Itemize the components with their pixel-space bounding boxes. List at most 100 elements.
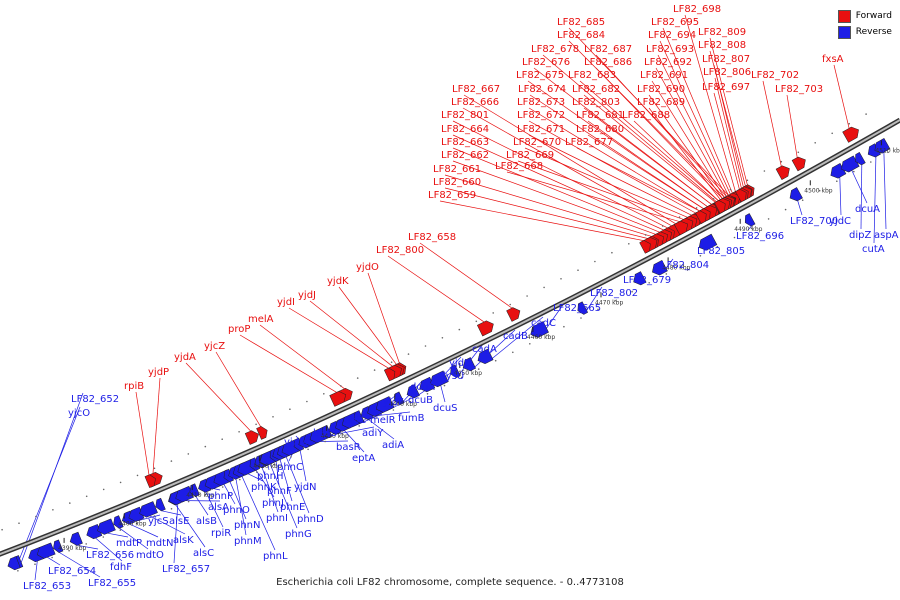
label-lf82-678: LF82_678 <box>531 44 579 55</box>
label-dcur: dcuR <box>410 382 435 393</box>
guide-dot <box>153 467 156 470</box>
scale-tick-label: 4390 kbp <box>58 545 86 552</box>
label-yjda: yjdA <box>174 352 196 363</box>
label-phnj: phnJ <box>262 498 284 509</box>
label-bass: basS <box>313 428 337 439</box>
leader-lf82-681 <box>587 120 708 207</box>
leader-mdtp <box>107 532 129 538</box>
leader-lf82-660 <box>444 187 648 239</box>
guide-dot <box>477 368 480 370</box>
label-dcub: dcuB <box>408 395 433 406</box>
guide-dot <box>780 160 783 163</box>
gene-alsa <box>175 485 194 503</box>
label-lf82-662: LF82_662 <box>441 150 489 161</box>
label-cada: cadA <box>472 344 497 355</box>
guide-dot <box>543 286 545 289</box>
gene-lf82-700 <box>789 187 803 202</box>
label-lf82-801: LF82_801 <box>441 110 489 121</box>
leader-lf82-702 <box>762 80 782 167</box>
label-yjdk: yjdK <box>327 276 349 287</box>
label-adic: adiC <box>344 415 366 426</box>
label-rpib: rpiB <box>124 381 144 392</box>
leader-lf82-697 <box>713 92 740 190</box>
label-lf82-808: LF82_808 <box>698 40 746 51</box>
leader-dcus <box>440 385 446 403</box>
label-alsb: alsB <box>196 516 217 527</box>
gene-lf82-802 <box>577 301 589 315</box>
guide-dot <box>746 179 749 182</box>
leader-phne <box>279 459 293 502</box>
leader-yjda <box>185 362 251 432</box>
leader-phng <box>269 463 298 529</box>
guide-dot <box>187 500 190 503</box>
guide-dot <box>460 376 463 379</box>
leader-lf82-678 <box>542 54 717 202</box>
label-yjdl: yjdL <box>449 358 470 369</box>
guide-dot <box>529 343 531 345</box>
leader-phnn <box>229 481 247 520</box>
gene-lf82-804 <box>652 259 668 276</box>
leader-lf82-671 <box>528 134 692 216</box>
guide-dot <box>307 448 309 451</box>
label-mdtn: mdtN <box>146 538 174 549</box>
label-lf82-804: LF82_804 <box>661 260 709 271</box>
leader-lf82-696 <box>747 225 752 231</box>
label-lf82-676: LF82_676 <box>522 57 570 68</box>
scale-tick-label: 4480 kbp <box>662 264 690 271</box>
label-lf82-680: LF82_680 <box>576 124 624 135</box>
gene-lf82-659 <box>639 240 651 254</box>
label-yjdi: yjdI <box>277 297 295 308</box>
label-lf82-659: LF82_659 <box>428 190 476 201</box>
label-phnd: phnD <box>297 514 324 525</box>
guide-dot <box>289 408 291 411</box>
label-lf82-671: LF82_671 <box>517 124 565 135</box>
guide-dot <box>238 431 240 433</box>
guide-dot <box>136 474 139 477</box>
guide-dot <box>712 198 715 200</box>
leader-lf82-683 <box>579 80 719 201</box>
guide-dot <box>35 515 37 518</box>
label-phno: phnO <box>223 505 250 516</box>
leader-yjdn <box>299 450 307 482</box>
guide-dot <box>356 377 359 379</box>
label-lf82-697: LF82_697 <box>702 82 750 93</box>
gene-rpib <box>144 474 156 489</box>
guide-dot <box>665 273 668 275</box>
label-yjdp: yjdP <box>148 367 169 378</box>
label-lf82-660: LF82_660 <box>433 177 481 188</box>
label-lf82-703: LF82_703 <box>775 84 823 95</box>
guide-dot <box>85 543 87 545</box>
leader-yjdc <box>839 177 842 216</box>
leader-lf82-682 <box>583 94 716 203</box>
guide-dot <box>426 393 429 395</box>
guide-dot <box>836 180 838 182</box>
legend-reverse: Reverse <box>837 24 892 40</box>
gene-yjdf <box>354 410 365 424</box>
guide-dot <box>648 282 650 284</box>
guide-dot <box>204 493 207 496</box>
scale-tick-label: 4460 kbp <box>527 334 555 341</box>
leader-lf82-673 <box>528 107 700 212</box>
guide-dot <box>18 522 20 524</box>
guide-dot <box>767 218 770 220</box>
leader-lf82-687 <box>595 54 727 197</box>
label-lf82-655: LF82_655 <box>88 578 136 589</box>
label-lf82-803: LF82_803 <box>572 97 620 108</box>
leader-yjcz <box>215 351 262 427</box>
label-adia: adiA <box>382 440 404 451</box>
leader-lf82-694 <box>659 40 731 195</box>
label-phnf: phnF <box>267 486 292 497</box>
gene-yjda <box>244 430 259 445</box>
label-lf82-658: LF82_658 <box>408 232 456 243</box>
label-lf82-652: LF82_652 <box>71 394 119 405</box>
leader-lf82-693 <box>657 54 729 196</box>
label-lf82-681: LF82_681 <box>576 110 624 121</box>
scale-tick-label: 4400 kbp <box>118 521 146 528</box>
label-leader-lines <box>14 14 887 581</box>
label-dipz: dipZ <box>849 230 871 241</box>
guide-dot <box>801 199 804 201</box>
label-lf82-696: LF82_696 <box>736 231 784 242</box>
guide-dot <box>887 151 889 154</box>
label-basr: basR <box>336 442 361 453</box>
gene-cadb <box>462 357 477 372</box>
